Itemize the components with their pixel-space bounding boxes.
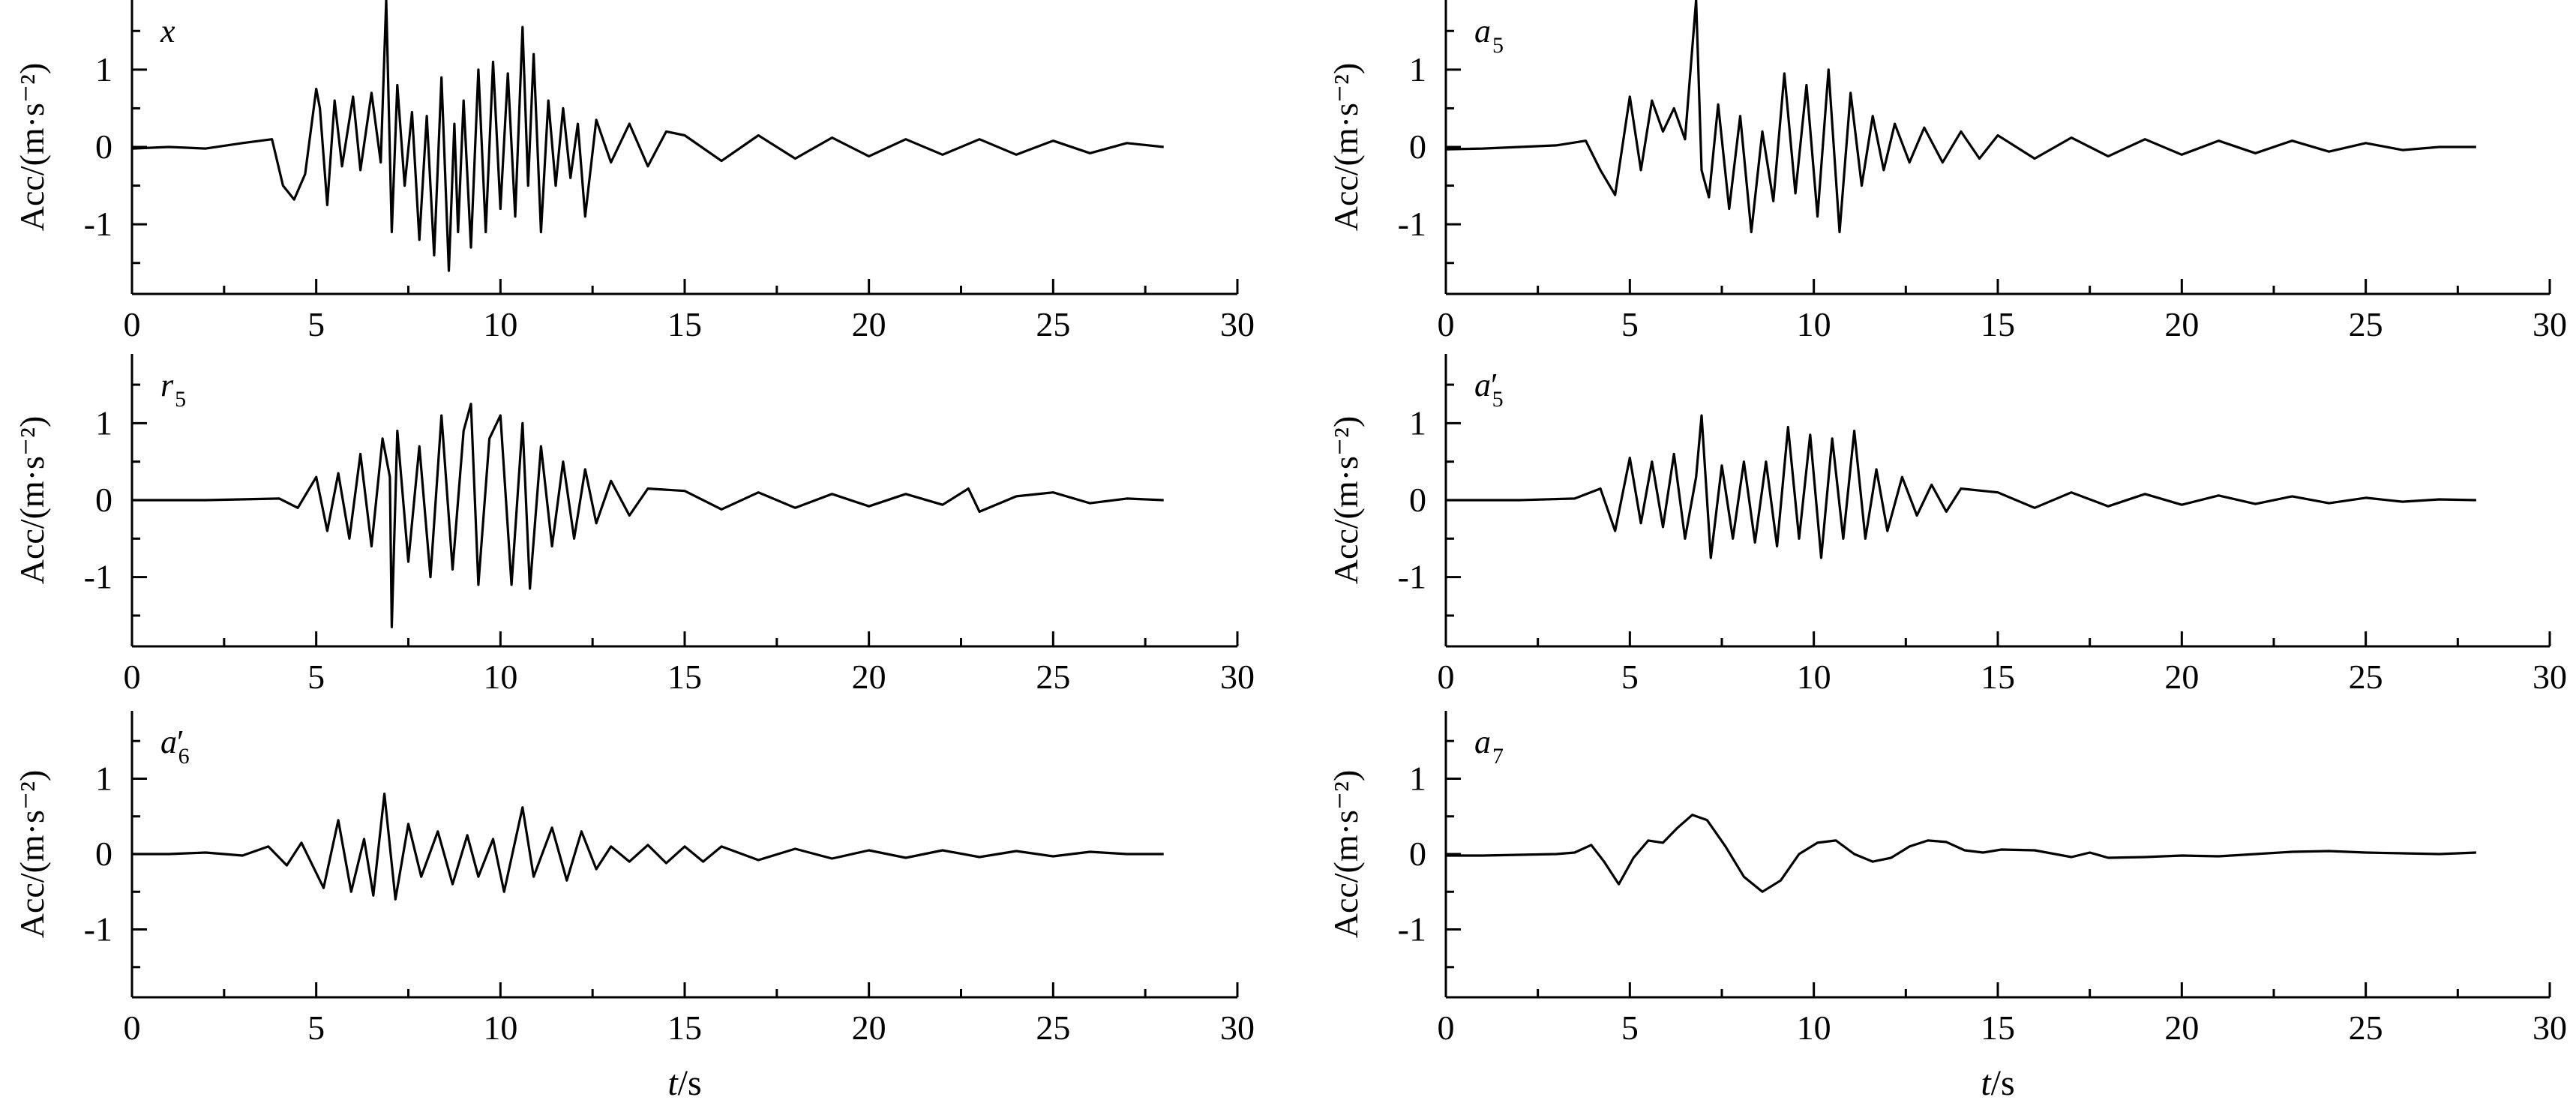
x-tick-label: 25 (1036, 658, 1070, 696)
waveform-line (132, 793, 1164, 901)
x-tick-label: 15 (1981, 305, 2015, 343)
chart-panel-3: 0 5 10 15 20 25 30 -1 0 1 Acc/(m·s⁻²) r5 (13, 354, 1255, 696)
chart-panel-1: 0 5 10 15 20 25 30 -1 0 1 Acc/(m·s⁻²) x (13, 0, 1255, 343)
y-tick-label: -1 (1398, 910, 1426, 949)
x-tick-label: 5 (1621, 658, 1639, 696)
x-tick-label: 15 (1981, 1009, 2015, 1047)
y-axis-label: Acc/(m·s⁻²) (1327, 416, 1365, 585)
y-tick-label: 0 (1409, 127, 1426, 166)
waveform-line (132, 403, 1164, 628)
waveform-line (1445, 0, 2476, 234)
x-tick-label: 30 (2533, 305, 2567, 343)
y-axis-label: Acc/(m·s⁻²) (13, 770, 51, 939)
x-tick-label: 10 (483, 658, 517, 696)
x-tick-label: 15 (667, 1009, 702, 1047)
x-tick-label: 5 (1621, 1009, 1639, 1047)
x-tick-label: 20 (852, 658, 886, 696)
y-axis-label: Acc/(m·s⁻²) (1327, 770, 1365, 939)
x-tick-label: 0 (124, 305, 141, 343)
x-tick-label: 15 (667, 305, 702, 343)
x-tick-label: 10 (1797, 658, 1831, 696)
x-tick-label: 5 (1621, 305, 1639, 343)
x-tick-label: 10 (1797, 305, 1831, 343)
y-axis-label: Acc/(m·s⁻²) (13, 63, 51, 232)
x-tick-label: 10 (483, 1009, 517, 1047)
panel-label: a′6 (160, 724, 190, 769)
y-axis-label: Acc/(m·s⁻²) (1327, 63, 1365, 232)
chart-panel-2: 0 5 10 15 20 25 30 -1 0 1 Acc/(m·s⁻²) a5 (1327, 0, 2567, 343)
x-tick-label: 5 (307, 658, 325, 696)
y-tick-label: 0 (95, 127, 112, 166)
panel-label: x (160, 13, 175, 49)
x-axis-label: t/s (667, 1063, 701, 1103)
x-tick-label: 30 (1220, 305, 1255, 343)
x-tick-label: 0 (1438, 1009, 1455, 1047)
x-tick-label: 20 (852, 305, 886, 343)
x-tick-label: 25 (2349, 305, 2383, 343)
x-tick-label: 5 (307, 305, 325, 343)
y-axis-label: Acc/(m·s⁻²) (13, 416, 51, 585)
x-tick-label: 0 (1438, 305, 1455, 343)
x-tick-label: 10 (483, 305, 517, 343)
waveform-line (1446, 414, 2476, 559)
y-tick-label: -1 (1398, 205, 1426, 243)
y-tick-label: 1 (95, 50, 112, 88)
x-tick-label: 25 (1036, 1009, 1070, 1047)
x-tick-label: 15 (667, 658, 702, 696)
panel-label: r5 (160, 367, 186, 412)
x-tick-label: 0 (1438, 658, 1455, 696)
y-tick-label: 1 (95, 403, 112, 442)
chart-panel-5: 0 5 10 15 20 25 30 -1 0 1 Acc/(m·s⁻²) t/s a′6 (13, 711, 1255, 1103)
y-tick-label: -1 (84, 910, 112, 949)
x-tick-label: 25 (2349, 1009, 2383, 1047)
panel-label: a′5 (1474, 367, 1504, 412)
x-tick-label: 30 (2533, 658, 2567, 696)
y-tick-label: -1 (1398, 558, 1426, 596)
y-tick-label: 0 (95, 835, 112, 873)
x-tick-label: 20 (2164, 305, 2199, 343)
panel-label: a7 (1474, 724, 1504, 769)
y-tick-label: -1 (84, 205, 112, 243)
y-tick-label: 0 (1409, 481, 1426, 519)
y-tick-label: 1 (1409, 50, 1426, 88)
x-tick-label: 10 (1797, 1009, 1831, 1047)
y-tick-label: -1 (84, 558, 112, 596)
x-tick-label: 25 (1036, 305, 1070, 343)
x-tick-label: 20 (2164, 658, 2199, 696)
x-tick-label: 30 (1220, 1009, 1255, 1047)
x-tick-label: 0 (124, 1009, 141, 1047)
waveform-line (1446, 814, 2476, 893)
y-tick-label: 0 (95, 481, 112, 519)
x-tick-label: 5 (307, 1009, 325, 1047)
x-tick-label: 25 (2349, 658, 2383, 696)
x-axis-label: t/s (1981, 1063, 2014, 1103)
chart-panel-6: 0 5 10 15 20 25 30 -1 0 1 Acc/(m·s⁻²) t/s a7 (1327, 711, 2567, 1103)
x-tick-label: 30 (1220, 658, 1255, 696)
y-tick-label: 1 (95, 759, 112, 797)
x-tick-label: 30 (2533, 1009, 2567, 1047)
y-tick-label: 1 (1409, 759, 1426, 797)
chart-panel-4: 0 5 10 15 20 25 30 -1 0 1 Acc/(m·s⁻²) a′5 (1327, 354, 2567, 696)
x-tick-label: 20 (2164, 1009, 2199, 1047)
x-tick-label: 15 (1981, 658, 2015, 696)
x-tick-label: 20 (852, 1009, 886, 1047)
y-tick-label: 0 (1409, 835, 1426, 873)
panel-label: a5 (1474, 13, 1504, 58)
waveform-line (131, 0, 1164, 272)
y-tick-label: 1 (1409, 403, 1426, 442)
x-tick-label: 0 (124, 658, 141, 696)
